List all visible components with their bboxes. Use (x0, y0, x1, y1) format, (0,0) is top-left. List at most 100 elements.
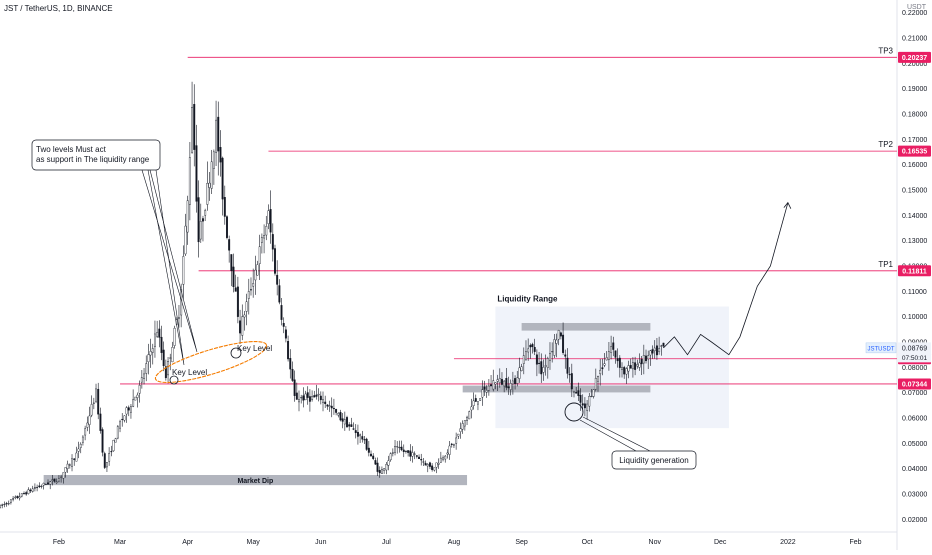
candle (298, 390, 300, 412)
candle (223, 185, 226, 225)
candle (365, 437, 368, 451)
candle (485, 385, 488, 398)
candle (564, 349, 567, 369)
candle-body (36, 486, 39, 489)
candle (143, 368, 146, 385)
candle (446, 449, 449, 459)
candle (409, 444, 412, 462)
y-tick-label: 0.18000 (902, 112, 927, 119)
candle (226, 215, 228, 240)
y-tick-label: 0.08000 (902, 365, 927, 372)
candle-body (636, 364, 639, 367)
candle-body (0, 505, 1, 509)
candle (254, 255, 257, 295)
y-tick-label: 0.10000 (902, 314, 927, 321)
key-levels-ellipse (154, 340, 268, 384)
candle (60, 474, 63, 483)
chart-title: JST / TetherUS, 1D, BINANCE (4, 4, 113, 13)
x-tick-label: Jun (315, 539, 326, 546)
candle (324, 395, 327, 409)
candle (378, 466, 381, 478)
candle-body (570, 373, 573, 390)
candle-body (289, 358, 292, 370)
candle (612, 336, 615, 357)
candle-body (431, 465, 434, 470)
candle-body (413, 453, 416, 455)
candle-body (352, 428, 355, 430)
candle (302, 387, 305, 408)
candle-body (398, 447, 401, 449)
candle-body (101, 429, 104, 453)
candle-body (324, 401, 327, 404)
candle-body (507, 386, 510, 389)
candle-body (92, 402, 95, 404)
candle-body (337, 413, 340, 416)
candle (450, 442, 453, 448)
candle (610, 335, 613, 360)
candle (501, 372, 503, 386)
candle (629, 358, 632, 369)
candle (247, 278, 250, 315)
candle-body (350, 424, 353, 427)
candle-body (614, 350, 617, 358)
candle (330, 397, 333, 418)
candle (597, 375, 599, 392)
candle-body (230, 254, 233, 271)
annotation-pointer (147, 169, 185, 366)
candle-body (197, 197, 200, 243)
candle (431, 463, 434, 472)
candle (529, 343, 532, 359)
candle (123, 415, 126, 423)
candle-body (649, 350, 652, 356)
x-tick-label: Sep (515, 539, 528, 546)
candle-body (328, 405, 331, 407)
candle (147, 343, 150, 375)
candle-body (594, 377, 597, 390)
candle (374, 457, 377, 466)
candle (311, 390, 314, 402)
level-tag (898, 265, 931, 277)
annotation-text-line: as support in The liquidity range (36, 155, 150, 164)
candle (138, 380, 141, 403)
candle (278, 279, 281, 305)
candle-body (95, 388, 97, 402)
candle (49, 481, 52, 490)
candle (243, 311, 246, 331)
candle (542, 359, 545, 381)
candle-body (599, 369, 602, 375)
candle-body (326, 404, 329, 407)
candle-body (531, 344, 534, 348)
candle-body (612, 342, 615, 350)
candle-body (623, 367, 626, 375)
candle-body (577, 390, 580, 396)
candle (31, 485, 34, 493)
candle-body (618, 357, 621, 368)
candle (618, 355, 621, 378)
candle (99, 407, 102, 434)
candle-body (177, 317, 180, 319)
candle (511, 371, 514, 395)
x-tick-label: Feb (850, 539, 862, 546)
candle-body (457, 433, 460, 437)
candle (459, 422, 462, 439)
candle-body (573, 391, 575, 393)
candle (354, 424, 357, 439)
candle-body (12, 498, 15, 500)
candle-body (5, 503, 8, 505)
candle-body (597, 376, 599, 382)
candle (1, 503, 4, 509)
candle-body (158, 328, 161, 338)
candle (110, 445, 113, 457)
candle-body (77, 448, 80, 452)
candle-body (444, 455, 447, 460)
candle-body (522, 355, 525, 364)
candle-body (73, 458, 76, 460)
candle (127, 405, 130, 417)
candle (527, 338, 530, 361)
candle-body (346, 417, 348, 428)
candle (457, 433, 460, 440)
candle (470, 398, 473, 419)
symbol-tag (865, 342, 897, 354)
candle (343, 411, 346, 431)
